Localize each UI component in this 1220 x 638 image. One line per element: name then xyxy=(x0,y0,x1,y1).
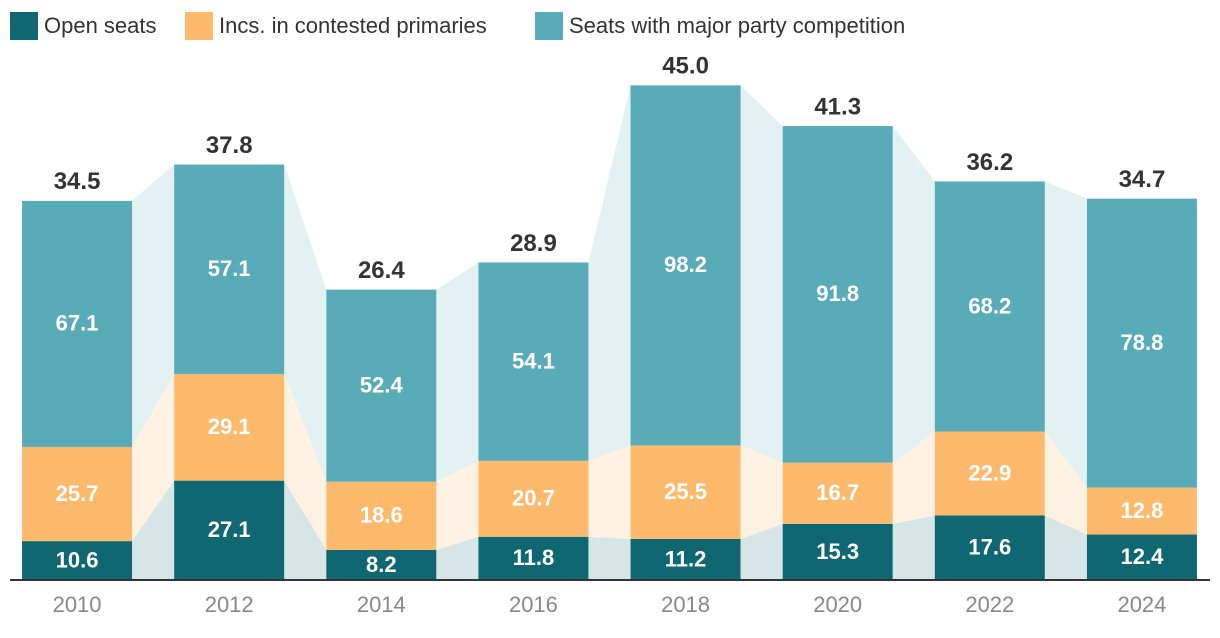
bar-segment xyxy=(174,480,285,580)
bar-segment xyxy=(326,481,437,550)
connector-band xyxy=(284,373,327,550)
connector-band xyxy=(588,445,631,539)
bar-segment xyxy=(1086,534,1197,580)
legend-text: Incs. in contested primaries xyxy=(219,13,487,38)
segment-label: 27.1 xyxy=(208,517,251,542)
legend-swatch xyxy=(185,12,213,40)
bar-segment xyxy=(1086,487,1197,535)
connector-band xyxy=(588,85,631,461)
connector-band xyxy=(740,85,783,463)
bar-segment xyxy=(630,538,741,580)
segment-label: 52.4 xyxy=(360,372,404,397)
x-tick-label: 2018 xyxy=(661,592,710,617)
connector-band xyxy=(284,480,327,580)
bar-segment xyxy=(934,181,1045,432)
connector-band xyxy=(132,480,175,580)
x-tick-label: 2024 xyxy=(1117,592,1166,617)
bar-segment xyxy=(22,200,133,447)
bar-segment xyxy=(326,549,437,580)
bar-segment xyxy=(1086,198,1197,488)
connector-band xyxy=(892,126,935,463)
segment-label: 29.1 xyxy=(208,414,251,439)
segment-label: 25.5 xyxy=(664,479,707,504)
segment-label: 11.8 xyxy=(513,545,555,570)
bar-segment xyxy=(174,164,285,374)
bar-segment xyxy=(782,523,893,580)
segment-label: 22.9 xyxy=(968,460,1011,485)
bar-segment xyxy=(174,373,285,481)
segment-label: 12.4 xyxy=(1121,544,1165,569)
legend-text: Seats with major party competition xyxy=(569,13,905,38)
segment-label: 67.1 xyxy=(56,311,99,336)
connector-band xyxy=(892,431,935,524)
x-tick-label: 2010 xyxy=(53,592,102,617)
connector-band xyxy=(588,536,631,580)
bar-segment xyxy=(326,289,437,482)
x-tick-label: 2016 xyxy=(509,592,558,617)
total-label: 28.9 xyxy=(510,230,557,257)
connector-band xyxy=(436,262,479,482)
segment-label: 17.6 xyxy=(968,535,1011,560)
bar-segment xyxy=(782,462,893,524)
total-label: 26.4 xyxy=(358,257,405,284)
connector-band xyxy=(1044,515,1087,580)
segment-label: 98.2 xyxy=(664,252,707,277)
bar-segment xyxy=(934,515,1045,580)
segment-label: 25.7 xyxy=(56,481,99,506)
total-label: 36.2 xyxy=(966,149,1013,176)
segment-label: 15.3 xyxy=(816,539,859,564)
segment-label: 8.2 xyxy=(366,552,397,577)
legend-swatch xyxy=(535,12,563,40)
legend-swatch xyxy=(10,12,38,40)
connector-band xyxy=(740,445,783,539)
segment-label: 16.7 xyxy=(816,480,859,505)
connector-band xyxy=(1044,431,1087,535)
segment-label: 57.1 xyxy=(208,256,251,281)
segment-label: 10.6 xyxy=(56,547,99,572)
bar-segment xyxy=(478,262,589,461)
segment-label: 68.2 xyxy=(968,293,1011,318)
segment-label: 78.8 xyxy=(1121,330,1164,355)
segment-label: 12.8 xyxy=(1121,498,1164,523)
legend-text: Open seats xyxy=(44,13,157,38)
bar-segment xyxy=(630,445,741,539)
total-label: 41.3 xyxy=(814,93,861,120)
bar-segment xyxy=(630,85,741,446)
total-label: 37.8 xyxy=(206,132,253,159)
bar-segment xyxy=(22,541,133,580)
segment-label: 91.8 xyxy=(816,281,859,306)
connector-band xyxy=(740,523,783,580)
segment-label: 54.1 xyxy=(512,348,555,373)
total-label: 34.7 xyxy=(1119,166,1166,193)
x-tick-label: 2014 xyxy=(357,592,406,617)
segment-label: 18.6 xyxy=(360,503,403,528)
bar-segment xyxy=(782,126,893,463)
connector-band xyxy=(132,373,175,542)
segment-label: 20.7 xyxy=(512,486,555,511)
x-tick-label: 2020 xyxy=(813,592,862,617)
connector-band xyxy=(284,164,327,482)
bar-segment xyxy=(478,536,589,580)
segment-label: 11.2 xyxy=(665,546,707,571)
x-tick-label: 2022 xyxy=(965,592,1014,617)
connector-band xyxy=(436,536,479,580)
connector-band xyxy=(892,515,935,580)
bar-segment xyxy=(478,460,589,537)
connector-band xyxy=(436,460,479,550)
x-tick-label: 2012 xyxy=(205,592,254,617)
total-label: 45.0 xyxy=(662,53,709,80)
connector-band xyxy=(1044,181,1087,488)
bar-segment xyxy=(934,431,1045,516)
connector-band xyxy=(132,164,175,447)
bar-segment xyxy=(22,446,133,542)
total-label: 34.5 xyxy=(54,168,101,195)
